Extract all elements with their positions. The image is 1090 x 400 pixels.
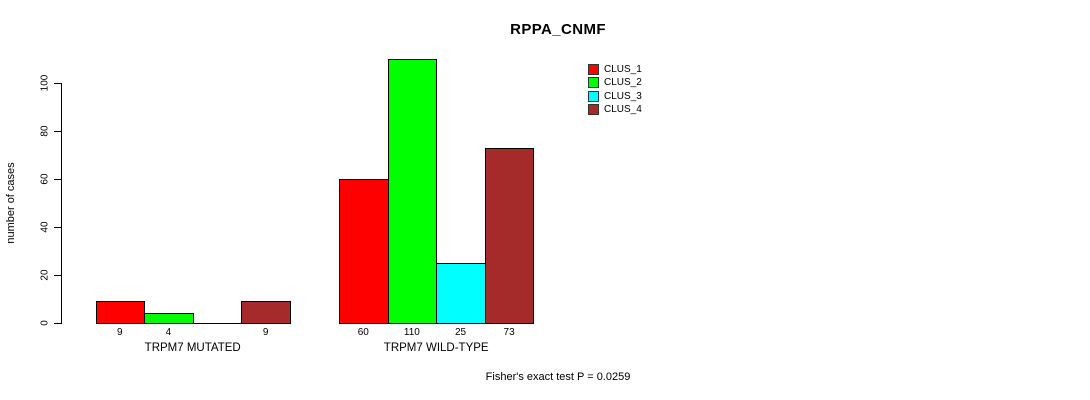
bar-clus_1-group2 bbox=[339, 179, 389, 324]
bar-value-label: 9 bbox=[117, 327, 123, 338]
y-axis-label: number of cases bbox=[5, 162, 17, 244]
bar-clus_4-group2 bbox=[484, 148, 535, 324]
y-tick bbox=[54, 179, 61, 180]
bar-value-label: 4 bbox=[165, 327, 172, 338]
bar-clus_1-group1 bbox=[95, 301, 146, 324]
y-tick bbox=[54, 131, 61, 132]
y-tick-label: 0 bbox=[39, 320, 51, 326]
bar-value-label: 73 bbox=[503, 327, 515, 338]
y-tick bbox=[54, 323, 61, 324]
y-tick bbox=[54, 83, 61, 84]
bar-clus_3-group2 bbox=[436, 263, 486, 324]
group-label-1: TRPM7 MUTATED bbox=[144, 342, 241, 354]
bar-clus_2-group2 bbox=[387, 59, 438, 324]
y-axis-line bbox=[61, 83, 62, 324]
y-tick-label: 100 bbox=[39, 74, 51, 92]
legend-swatch-clus_1 bbox=[588, 64, 599, 75]
bar-clus_4-group1 bbox=[241, 301, 291, 324]
chart-title: RPPA_CNMF bbox=[510, 21, 606, 38]
legend-label-clus_3: CLUS_3 bbox=[604, 91, 642, 102]
legend-label-clus_1: CLUS_1 bbox=[604, 64, 642, 75]
stat-annotation: Fisher's exact test P = 0.0259 bbox=[485, 371, 631, 383]
bar-clus_2-group1 bbox=[144, 313, 194, 324]
y-tick bbox=[54, 227, 61, 228]
y-tick-label: 80 bbox=[39, 125, 51, 137]
legend-swatch-clus_4 bbox=[588, 104, 599, 115]
bar-value-label: 25 bbox=[454, 327, 467, 338]
y-tick-label: 40 bbox=[39, 221, 51, 233]
y-tick bbox=[54, 275, 61, 276]
legend-label-clus_2: CLUS_2 bbox=[604, 77, 642, 88]
y-tick-label: 60 bbox=[39, 173, 51, 185]
bar-value-label: 9 bbox=[262, 327, 269, 338]
legend-label-clus_4: CLUS_4 bbox=[604, 104, 642, 115]
legend-swatch-clus_2 bbox=[588, 77, 599, 88]
legend-swatch-clus_3 bbox=[588, 91, 599, 102]
bar-value-label: 110 bbox=[403, 327, 420, 338]
bar-value-label: 60 bbox=[357, 327, 369, 338]
y-tick-label: 20 bbox=[39, 269, 51, 281]
group-label-2: TRPM7 WILD-TYPE bbox=[383, 342, 489, 354]
